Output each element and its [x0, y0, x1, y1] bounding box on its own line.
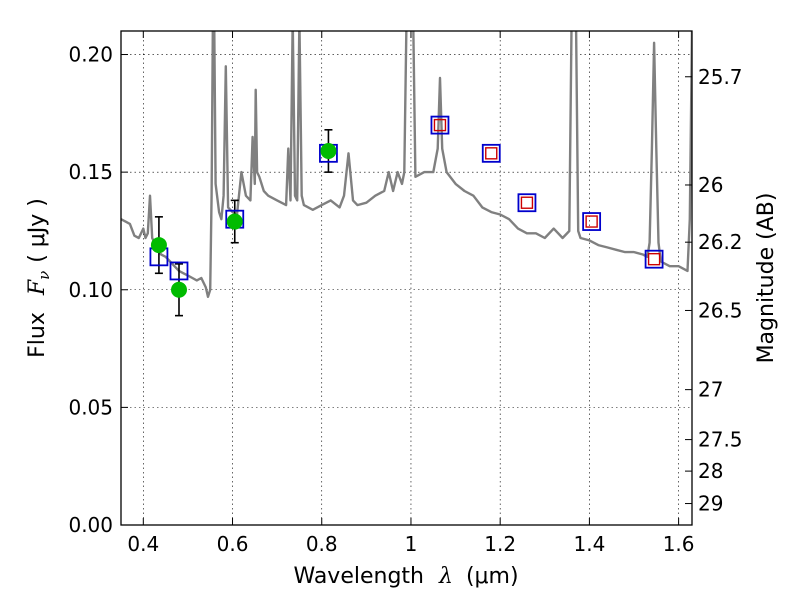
upper-limit-square	[647, 252, 661, 266]
plot-background	[121, 31, 692, 525]
model-flux-square	[481, 143, 501, 163]
observed-flux-point	[226, 213, 243, 230]
mag-tick-label: 25.7	[698, 65, 743, 89]
mag-tick-label: 26.2	[698, 230, 743, 254]
model-flux-square	[517, 193, 537, 213]
model-flux-square	[644, 249, 664, 269]
mag-tick-label: 27.5	[698, 428, 743, 452]
mag-tick-label: 28	[698, 459, 723, 483]
upper-limit-square	[485, 147, 498, 160]
x-tick-label: 1.4	[573, 532, 605, 556]
upper-limit-square	[585, 215, 598, 228]
x-axis-label-prefix: Wavelength	[293, 564, 424, 589]
observed-flux-point	[170, 281, 187, 298]
y2-axis-label: Magnitude (AB)	[754, 193, 779, 364]
spectrum-layer	[121, 31, 692, 298]
y-tick-label: 0.10	[68, 278, 113, 302]
mag-tick-label: 27	[698, 378, 723, 402]
plot-frame	[120, 30, 693, 526]
x-tick-label: 0.6	[217, 532, 249, 556]
mag-tick-label: 26.5	[698, 298, 743, 322]
x-tick-label: 0.4	[127, 532, 159, 556]
y-tick-label: 0.20	[68, 43, 113, 67]
model-flux-square	[169, 261, 189, 281]
observed-flux-point	[320, 142, 337, 159]
upper-limit-square	[433, 118, 447, 132]
ticks: 0.4 0.6 0.8 1 1.2 1.4 1.6 0.00 0.05 0.10 0.15 0.20 2…	[68, 31, 743, 556]
mag-tick-label: 26	[698, 173, 723, 197]
model-flux-square	[582, 212, 602, 231]
x-tick-label: 1.6	[663, 532, 695, 556]
y-axis-label-unit: ( μJy )	[25, 198, 50, 263]
x-tick-label: 0.8	[306, 532, 338, 556]
x-tick-label: 1	[405, 532, 418, 556]
x-axis-label-symbol: λ	[438, 564, 453, 589]
y-tick-label: 0.05	[68, 395, 113, 419]
upper-limit-square	[520, 196, 534, 209]
y-tick-label: 0.00	[68, 513, 113, 537]
y-axis-label-symbol: F	[25, 279, 50, 296]
y-axis-label-prefix: Flux	[25, 312, 50, 358]
y-tick-label: 0.15	[68, 160, 113, 184]
points-layer	[149, 115, 664, 317]
x-axis-label: Wavelength λ (μm)	[293, 564, 518, 589]
y-axis-label: Flux Fν ( μJy )	[25, 198, 53, 358]
observed-flux-point	[150, 237, 167, 254]
y-axis-label-subscript: ν	[35, 271, 53, 280]
x-axis-label-unit: (μm)	[466, 564, 519, 589]
model-spectrum-line	[121, 31, 692, 298]
model-flux-square	[430, 115, 450, 135]
mag-tick-label: 29	[698, 492, 723, 516]
x-tick-label: 1.2	[484, 532, 516, 556]
